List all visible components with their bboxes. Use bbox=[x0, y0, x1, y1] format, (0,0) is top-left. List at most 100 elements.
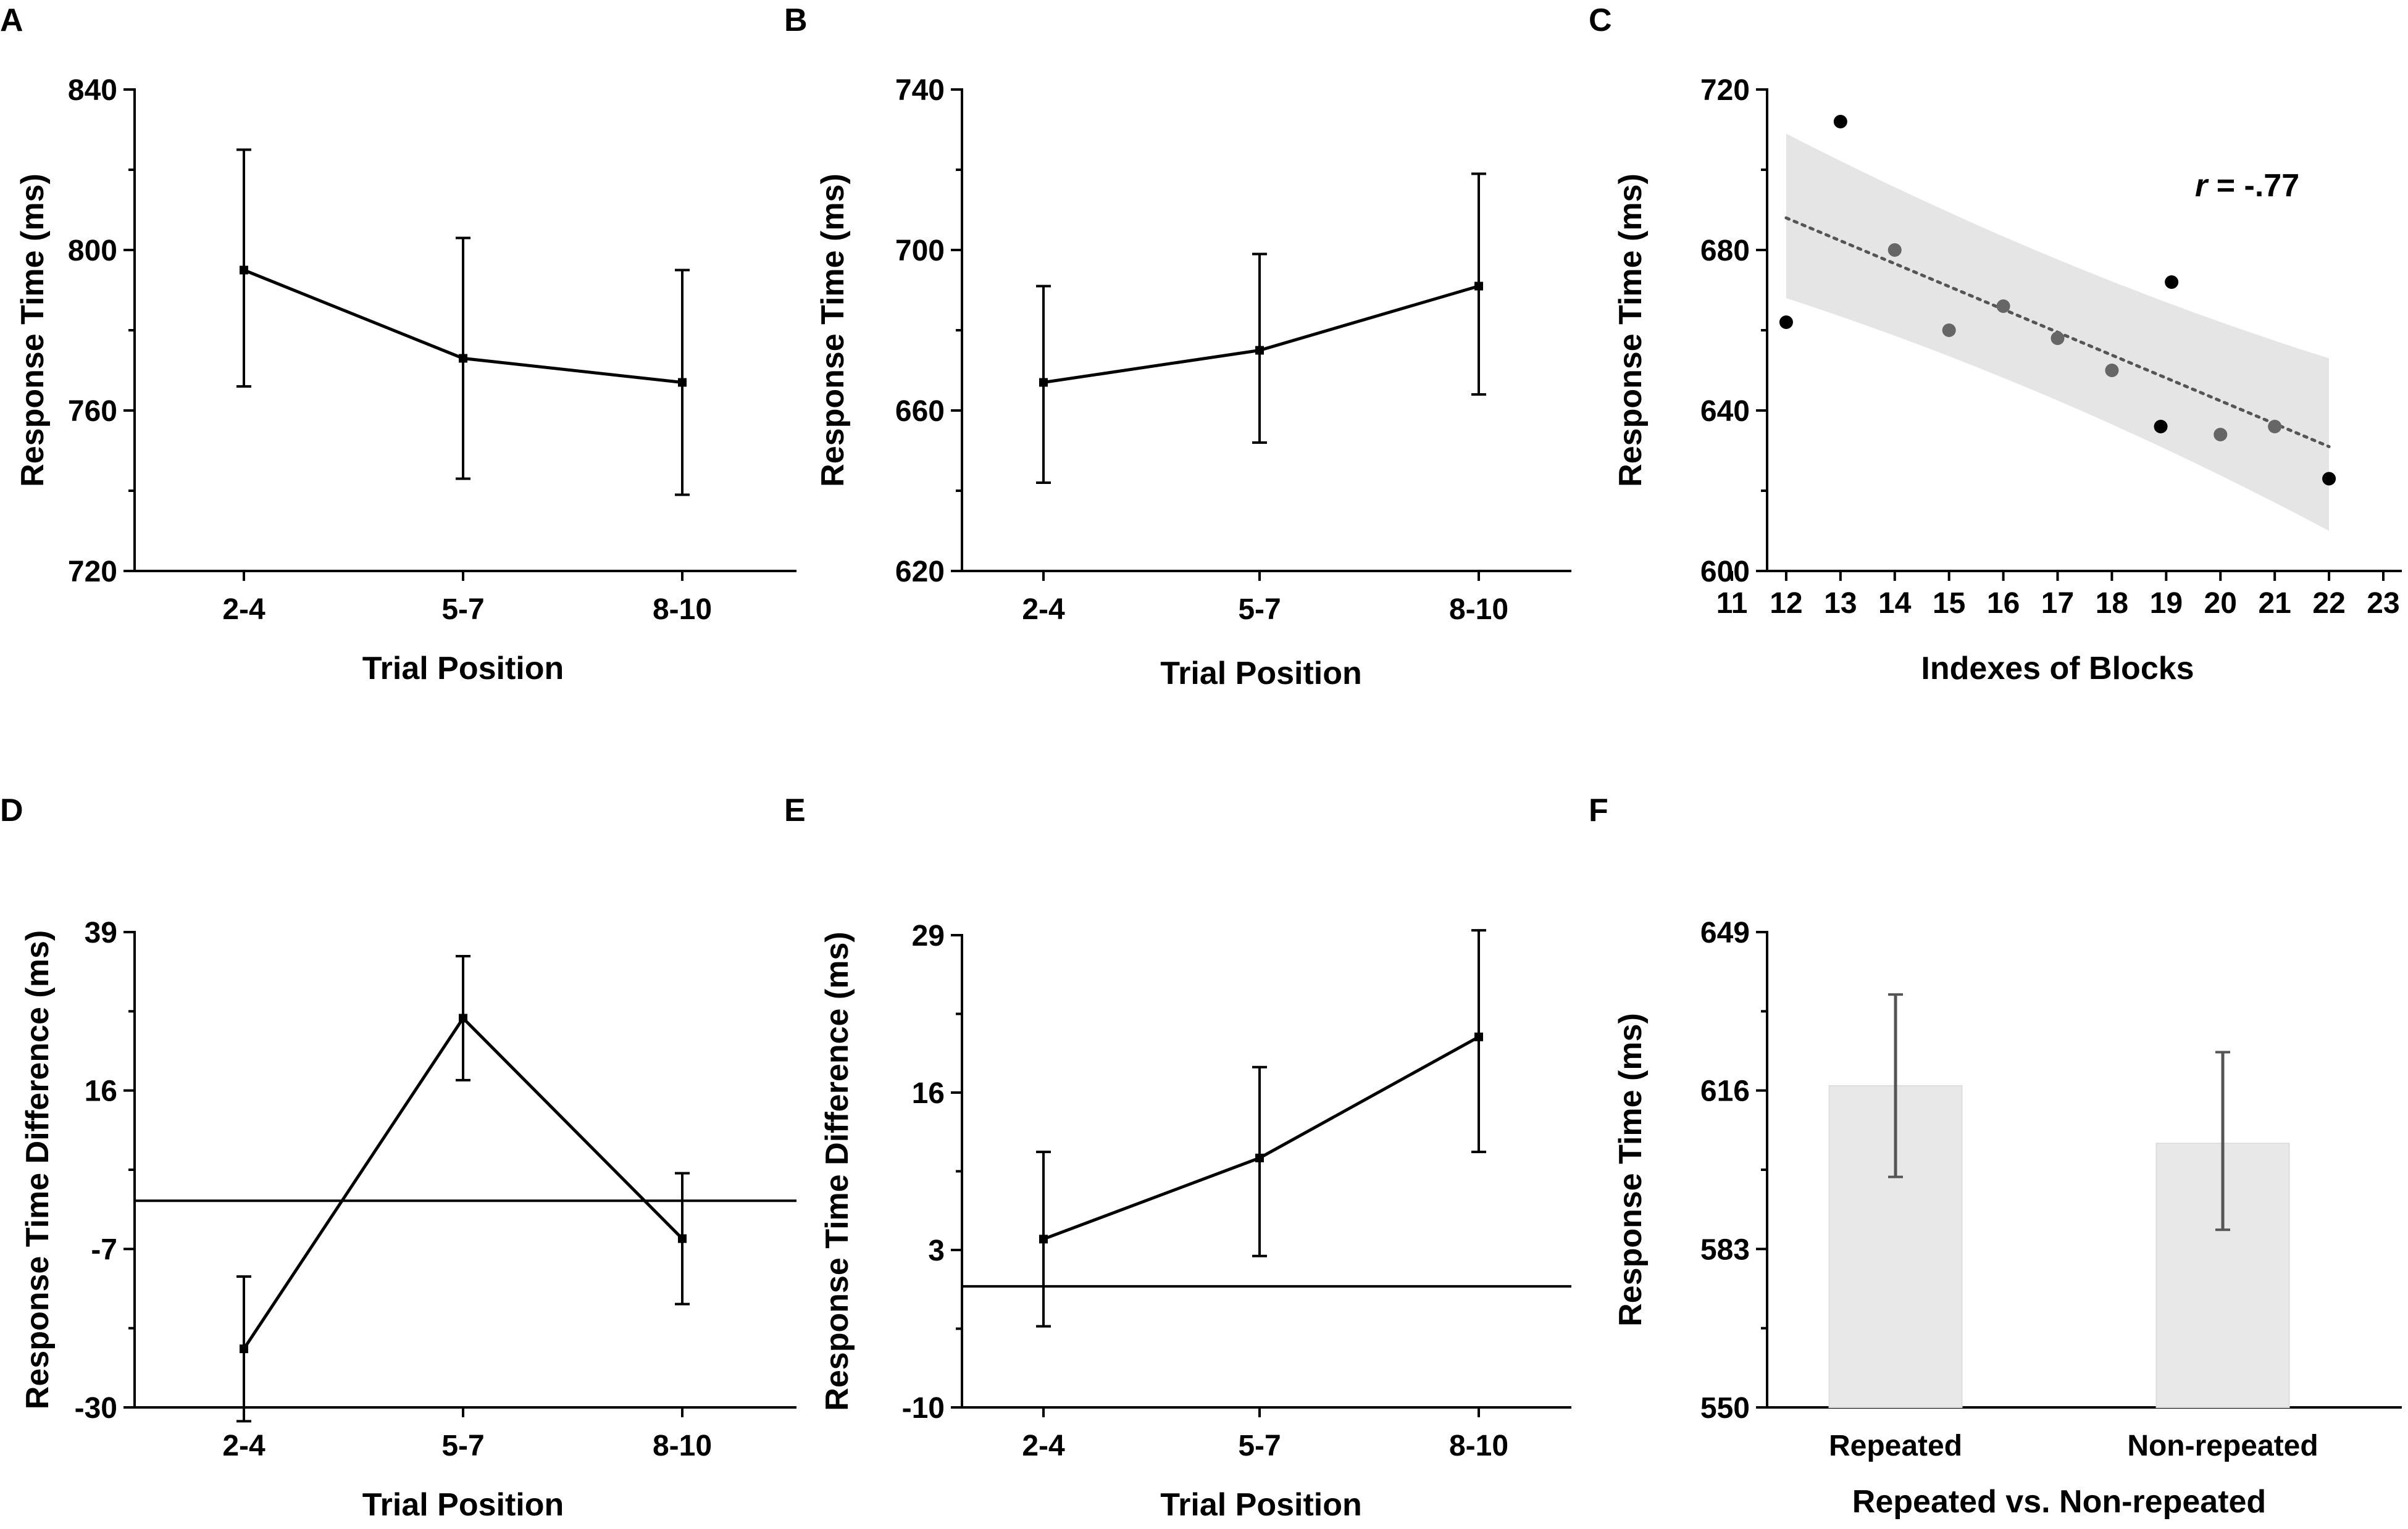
x-tick-label: 19 bbox=[2150, 587, 2183, 620]
panel-e: E -10 3 16 29 Response Time Difference (ms) T… bbox=[784, 793, 1571, 1523]
y-tick-label: 660 bbox=[895, 395, 945, 428]
data-point bbox=[1255, 346, 1264, 355]
panel-letter-b: B bbox=[784, 2, 808, 38]
scatter-point bbox=[1833, 115, 1847, 128]
x-tick-label: 17 bbox=[2041, 587, 2074, 620]
y-tick-label: 700 bbox=[895, 235, 945, 267]
data-point bbox=[1255, 1153, 1264, 1162]
x-axis-title: Trial Position bbox=[362, 1487, 564, 1523]
panel-b: B 620 660 700 740 Response Time (ms) Trial Po… bbox=[784, 2, 1571, 691]
y-tick-label: 840 bbox=[68, 74, 117, 107]
y-tick-label: 29 bbox=[912, 920, 945, 952]
y-tick-label: 620 bbox=[895, 556, 945, 588]
x-tick-label: 8-10 bbox=[1449, 1430, 1508, 1462]
x-tick-label: 16 bbox=[1987, 587, 2020, 620]
y-tick-label: 680 bbox=[1700, 235, 1750, 267]
x-tick-label: 2-4 bbox=[1022, 593, 1065, 626]
scatter-point bbox=[1996, 299, 2010, 313]
data-point bbox=[678, 1234, 687, 1243]
y-tick-label: -30 bbox=[75, 1392, 117, 1425]
panel-letter-d: D bbox=[0, 793, 23, 828]
data-point bbox=[240, 1344, 248, 1354]
x-tick-label: 8-10 bbox=[653, 1430, 712, 1462]
y-tick-label: 600 bbox=[1700, 556, 1750, 588]
x-tick-label: 8-10 bbox=[1449, 593, 1508, 626]
y-tick-label: 720 bbox=[68, 556, 117, 588]
y-tick-label: 740 bbox=[895, 74, 945, 107]
x-tick-label: 2-4 bbox=[222, 1430, 265, 1462]
y-tick-label: 720 bbox=[1700, 74, 1750, 107]
x-axis-title: Trial Position bbox=[1160, 656, 1362, 691]
y-tick-label: 550 bbox=[1700, 1392, 1750, 1425]
data-point bbox=[1474, 281, 1483, 291]
data-point bbox=[459, 1014, 467, 1023]
y-axis-title: Response Time (ms) bbox=[15, 173, 51, 487]
x-tick-label: 5-7 bbox=[441, 1430, 484, 1462]
scatter-point bbox=[2105, 364, 2119, 377]
y-axis-title: Response Time (ms) bbox=[1613, 173, 1649, 487]
panel-letter-f: F bbox=[1589, 793, 1608, 828]
x-tick-label: 14 bbox=[1878, 587, 1912, 620]
x-axis-title: Trial Position bbox=[362, 651, 564, 686]
data-point bbox=[678, 378, 687, 387]
x-tick-label: 11 bbox=[1716, 587, 1748, 620]
scatter-point bbox=[1942, 323, 1956, 337]
x-tick-label: 21 bbox=[2258, 587, 2291, 620]
scatter-point bbox=[2165, 275, 2179, 289]
panel-d: D -30 -7 16 39 Response Time Difference (ms)… bbox=[0, 793, 796, 1523]
x-tick-label: 15 bbox=[1933, 587, 1965, 620]
y-axis-title: Response Time (ms) bbox=[815, 173, 851, 487]
x-axis-title: Repeated vs. Non-repeated bbox=[1852, 1484, 2266, 1520]
scatter-point bbox=[2154, 420, 2168, 433]
y-tick-label: -7 bbox=[91, 1233, 117, 1266]
y-axis-title: Response Time Difference (ms) bbox=[20, 930, 56, 1409]
y-tick-label: 760 bbox=[68, 395, 117, 428]
x-tick-label: 5-7 bbox=[1238, 1430, 1281, 1462]
correlation-symbol: r bbox=[2195, 168, 2209, 204]
scatter-point bbox=[2214, 428, 2228, 441]
x-tick-label: 23 bbox=[2367, 587, 2399, 620]
x-axis-title: Trial Position bbox=[1160, 1487, 1362, 1523]
panel-letter-e: E bbox=[784, 793, 806, 828]
correlation-annotation: r = -.77 bbox=[2195, 168, 2299, 204]
scatter-point bbox=[2051, 331, 2065, 345]
y-tick-label: 800 bbox=[68, 235, 117, 267]
y-axis-title: Response Time Difference (ms) bbox=[819, 931, 855, 1410]
scatter-point bbox=[1779, 315, 1793, 329]
x-tick-label: 22 bbox=[2312, 587, 2345, 620]
x-tick-label: 5-7 bbox=[441, 593, 484, 626]
scatter-point bbox=[2322, 472, 2336, 486]
x-tick-label: 13 bbox=[1824, 587, 1857, 620]
y-tick-label: 39 bbox=[85, 917, 117, 949]
y-axis-title: Response Time (ms) bbox=[1613, 1013, 1649, 1327]
x-tick-label: 8-10 bbox=[653, 593, 712, 626]
scatter-point bbox=[2268, 420, 2282, 433]
x-tick-label: Non-repeated bbox=[2127, 1430, 2318, 1462]
x-tick-label: 12 bbox=[1770, 587, 1802, 620]
x-tick-label: 18 bbox=[2096, 587, 2128, 620]
x-tick-label: 2-4 bbox=[1022, 1430, 1065, 1462]
panel-letter-c: C bbox=[1589, 2, 1612, 38]
y-tick-label: 583 bbox=[1700, 1233, 1750, 1266]
correlation-value: = -.77 bbox=[2207, 168, 2299, 204]
scatter-point bbox=[1888, 243, 1902, 257]
data-point bbox=[1039, 378, 1048, 387]
panel-f: F 550 583 616 649 Response Time (ms) Repeated… bbox=[1589, 793, 2402, 1520]
y-tick-label: 16 bbox=[85, 1075, 117, 1108]
panel-c: C 600 640 680 720 Response Time (ms) Indexes … bbox=[1589, 2, 2402, 686]
panel-letter-a: A bbox=[0, 2, 23, 38]
x-tick-label: 20 bbox=[2204, 587, 2237, 620]
data-point bbox=[240, 265, 248, 275]
y-tick-label: 640 bbox=[1700, 395, 1750, 428]
data-point bbox=[459, 354, 467, 363]
x-tick-label: 5-7 bbox=[1238, 593, 1281, 626]
x-tick-label: Repeated bbox=[1829, 1430, 1962, 1462]
panel-a: A 720 760 800 840 Response Time (ms) Trial Po… bbox=[0, 2, 796, 686]
y-tick-label: -10 bbox=[902, 1392, 945, 1425]
x-axis-title: Indexes of Blocks bbox=[1921, 651, 2194, 686]
data-point bbox=[1039, 1235, 1048, 1244]
y-tick-label: 649 bbox=[1700, 917, 1750, 949]
y-tick-label: 3 bbox=[928, 1235, 945, 1267]
